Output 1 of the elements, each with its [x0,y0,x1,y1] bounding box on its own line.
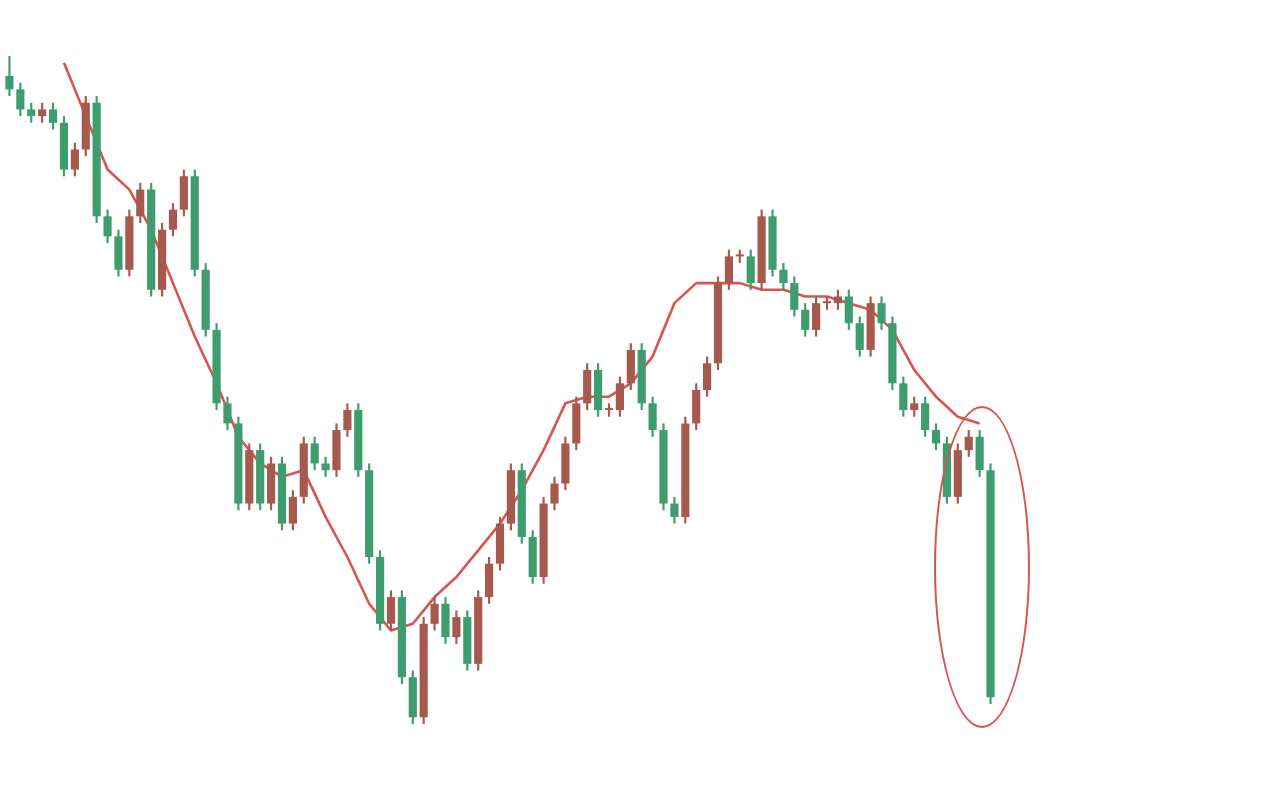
candlestick [5,56,14,97]
